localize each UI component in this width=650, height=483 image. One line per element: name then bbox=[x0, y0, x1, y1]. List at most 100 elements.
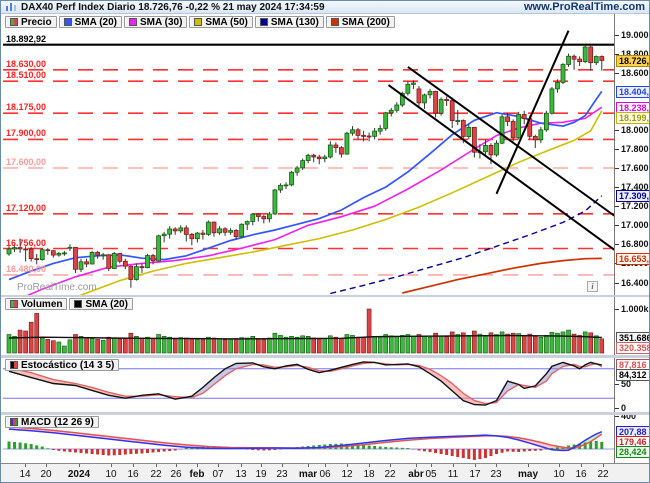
main-legend: Precio SMA (20) SMA (30) SMA (50) SMA (130) S… bbox=[5, 16, 395, 28]
x-axis-label: 07 bbox=[212, 469, 224, 480]
legend-item-sma-200[interactable]: SMA (200) bbox=[325, 16, 395, 28]
y-axis-tick bbox=[615, 206, 619, 207]
x-axis-tick bbox=[176, 464, 177, 467]
price-level-label: 18.892,92 bbox=[6, 34, 47, 44]
legend-item-sma-20[interactable]: SMA (20) bbox=[58, 16, 122, 28]
x-axis-tick bbox=[528, 464, 529, 467]
legend-color-icon bbox=[129, 18, 137, 26]
legend-label: Estocástico (14 3 5) bbox=[21, 359, 115, 371]
legend-label: SMA (130) bbox=[270, 16, 319, 28]
price-axis[interactable]: 19.000 18.800 18.600 18.000 17.800 17.600 17.4… bbox=[614, 14, 649, 463]
x-axis-tick bbox=[261, 464, 262, 467]
x-axis-label: 20 bbox=[40, 469, 52, 480]
pane-separator[interactable] bbox=[1, 355, 649, 358]
price-badge-macd_hist: 28,424 bbox=[616, 446, 649, 458]
y-axis-tick bbox=[615, 168, 619, 169]
x-axis-label: 17 bbox=[469, 469, 481, 480]
legend-label: SMA (200) bbox=[341, 16, 390, 28]
legend-label: Volumen bbox=[21, 298, 63, 310]
price-level-label: 17.600,00 bbox=[6, 157, 47, 167]
legend-color-icon bbox=[10, 18, 18, 26]
y-axis-label: 50 bbox=[621, 379, 632, 389]
legend-item-sma-30[interactable]: SMA (30) bbox=[124, 16, 188, 28]
legend-label: Precio bbox=[21, 16, 52, 28]
main-price-chart-canvas[interactable] bbox=[1, 14, 650, 295]
x-axis-tick bbox=[308, 464, 309, 467]
x-axis-tick bbox=[79, 464, 80, 467]
legend-color-icon bbox=[259, 18, 268, 26]
legend-color-icon bbox=[10, 418, 18, 426]
x-axis-label: may bbox=[517, 469, 539, 480]
title-bar: DAX40 Perf Index Diario 18.726,76 -0,22 … bbox=[1, 1, 649, 14]
candlestick-chart-icon bbox=[5, 2, 17, 12]
x-axis-tick bbox=[496, 464, 497, 467]
x-axis-label: abr bbox=[408, 469, 424, 480]
price-level-label: 18.630,00 bbox=[6, 59, 47, 69]
x-axis-label: mar bbox=[298, 469, 318, 480]
price-badge-sma130: 17.309,44 bbox=[616, 190, 649, 202]
x-axis-tick bbox=[475, 464, 476, 467]
x-axis-tick bbox=[282, 464, 283, 467]
pane-separator[interactable] bbox=[1, 412, 649, 415]
price-level-label: 17.900,00 bbox=[6, 128, 47, 138]
legend-color-icon bbox=[194, 18, 203, 26]
pane-separator[interactable] bbox=[1, 295, 649, 297]
legend-label: SMA (50) bbox=[205, 16, 248, 28]
info-icon[interactable]: i bbox=[587, 281, 598, 292]
x-axis-label: 11 bbox=[447, 469, 459, 480]
x-axis-tick bbox=[156, 464, 157, 467]
y-axis-label: 17.400 bbox=[621, 182, 649, 192]
x-axis-tick bbox=[559, 464, 560, 467]
legend-item-volumen[interactable]: Volumen bbox=[5, 298, 68, 310]
price-level-label: 18.510,00 bbox=[6, 70, 47, 80]
y-axis-label: 18.600 bbox=[621, 68, 649, 78]
y-axis-tick bbox=[615, 35, 619, 36]
price-level-label: 16.480,00 bbox=[6, 264, 47, 274]
x-axis-tick bbox=[46, 464, 47, 467]
x-axis-tick bbox=[369, 464, 370, 467]
price-badge-stoch_k: 84,312 bbox=[616, 369, 649, 381]
x-axis-tick bbox=[133, 464, 134, 467]
x-axis-label: 05 bbox=[425, 469, 437, 480]
y-axis-label: 18.800 bbox=[621, 49, 649, 59]
price-level-label: 16.756,00 bbox=[6, 238, 47, 248]
x-axis-label: 14 bbox=[19, 469, 31, 480]
y-axis-tick bbox=[615, 54, 619, 55]
y-axis-tick bbox=[615, 309, 619, 310]
macd-legend: MACD (12 26 9) bbox=[5, 416, 99, 428]
y-axis-label: 17.000 bbox=[621, 220, 649, 230]
x-axis-label: 10 bbox=[105, 469, 117, 480]
price-badge-vol_last: 320.358 bbox=[616, 342, 649, 354]
x-axis-label: 19 bbox=[255, 469, 267, 480]
x-axis-tick bbox=[416, 464, 417, 467]
y-axis-label: 16.400 bbox=[621, 278, 649, 288]
price-badge-last: 18.726,76 bbox=[616, 55, 649, 67]
time-axis[interactable]: 14 20 2024 10 16 22 26 feb 07 13 19 23 mar 06 12 18 22 ab… bbox=[1, 463, 649, 482]
x-axis-tick bbox=[218, 464, 219, 467]
prorealtime-brand-link[interactable]: www.ProRealTime.com bbox=[523, 1, 645, 13]
price-badge-sma20: 18.404,16 bbox=[616, 86, 649, 98]
legend-item-sma-20[interactable]: SMA (20) bbox=[69, 298, 133, 310]
x-axis-label: 16 bbox=[575, 469, 587, 480]
x-axis-tick bbox=[431, 464, 432, 467]
x-axis-tick bbox=[603, 464, 604, 467]
x-axis-tick bbox=[325, 464, 326, 467]
x-axis-label: 06 bbox=[319, 469, 331, 480]
y-axis-label: 400 bbox=[621, 411, 637, 421]
legend-item-sma-130[interactable]: SMA (130) bbox=[254, 16, 324, 28]
legend-item-macd-12-26-9[interactable]: MACD (12 26 9) bbox=[5, 416, 99, 428]
price-level-label: 17.120,00 bbox=[6, 203, 47, 213]
legend-item-precio[interactable]: Precio bbox=[5, 16, 57, 28]
legend-item-estoc-stico-14-3-5[interactable]: Estocástico (14 3 5) bbox=[5, 359, 120, 371]
legend-item-sma-50[interactable]: SMA (50) bbox=[189, 16, 253, 28]
y-axis-label: 19.000 bbox=[621, 30, 649, 40]
y-axis-label: 18.000 bbox=[621, 125, 649, 135]
x-axis-tick bbox=[390, 464, 391, 467]
y-axis-label: 17.800 bbox=[621, 144, 649, 154]
macd-pane-canvas[interactable] bbox=[1, 415, 650, 462]
x-axis-tick bbox=[347, 464, 348, 467]
x-axis-label: 26 bbox=[170, 469, 182, 480]
y-axis-tick bbox=[615, 187, 619, 188]
y-axis-tick bbox=[615, 130, 619, 131]
